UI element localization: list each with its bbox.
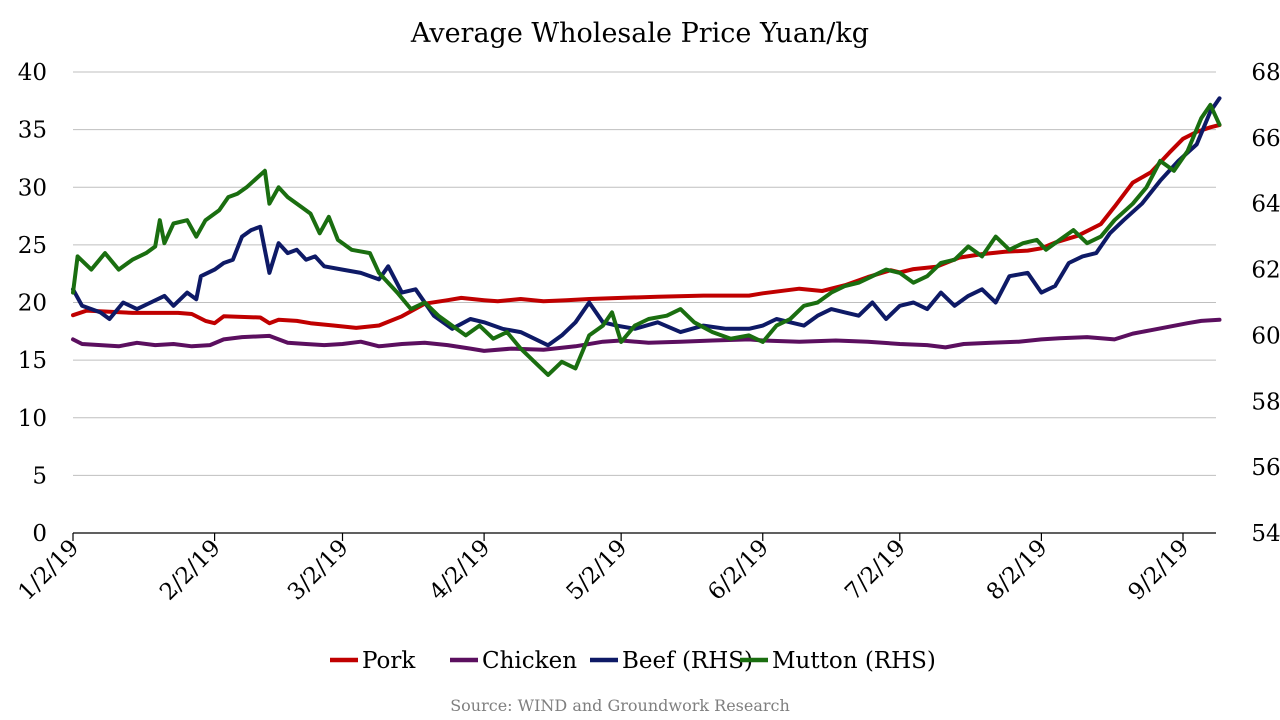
legend-label: Pork bbox=[362, 648, 416, 674]
legend-label: Chicken bbox=[482, 648, 577, 674]
x-tick-label: 2/2/19 bbox=[155, 535, 226, 606]
y-left-tick-label: 20 bbox=[18, 291, 47, 317]
x-tick-label: 6/2/19 bbox=[703, 535, 774, 606]
y-right-tick-label: 58 bbox=[1251, 389, 1280, 415]
series-line-beef-rhs bbox=[71, 96, 1222, 348]
chart-title: Average Wholesale Price Yuan/kg bbox=[410, 18, 869, 49]
y-left-tick-label: 5 bbox=[32, 463, 47, 489]
x-tick-label: 4/2/19 bbox=[425, 535, 496, 606]
x-tick-label: 5/2/19 bbox=[562, 535, 633, 606]
legend-label: Mutton (RHS) bbox=[772, 648, 936, 674]
y-left-tick-label: 10 bbox=[18, 406, 47, 432]
y-left-tick-label: 25 bbox=[18, 233, 47, 259]
x-tick-label: 3/2/19 bbox=[283, 535, 354, 606]
axes: 0 5 10 15 20 25 30 35 40 54 56 58 60 62 64 66 68 1/2/19 2/… bbox=[14, 60, 1280, 606]
y-right-tick-label: 60 bbox=[1251, 323, 1280, 349]
series-line-mutton-rhs bbox=[71, 102, 1222, 377]
series-line-pork bbox=[71, 123, 1222, 330]
source-note: Source: WIND and Groundwork Research bbox=[450, 696, 790, 715]
y-right-tick-label: 56 bbox=[1251, 455, 1280, 481]
y-right-tick-label: 62 bbox=[1251, 258, 1280, 284]
y-left-tick-label: 40 bbox=[18, 60, 47, 86]
x-tick-label: 1/2/19 bbox=[14, 535, 85, 606]
y-left-tick-label: 0 bbox=[32, 521, 47, 547]
x-tick-label: 7/2/19 bbox=[840, 535, 911, 606]
y-right-tick-label: 54 bbox=[1251, 521, 1280, 547]
y-right-tick-label: 66 bbox=[1251, 126, 1280, 152]
legend-label: Beef (RHS) bbox=[622, 648, 753, 674]
series-line-chicken bbox=[71, 317, 1222, 353]
y-left-tick-label: 35 bbox=[18, 118, 47, 144]
gridlines bbox=[73, 71, 1216, 476]
x-tick-label: 9/2/19 bbox=[1124, 535, 1195, 606]
y-right-tick-label: 64 bbox=[1251, 192, 1280, 218]
y-left-tick-label: 15 bbox=[18, 348, 47, 374]
y-right-tick-label: 68 bbox=[1251, 60, 1280, 86]
y-left-tick-label: 30 bbox=[18, 175, 47, 201]
series-lines bbox=[71, 96, 1222, 377]
legend: Pork Chicken Beef (RHS) Mutton (RHS) bbox=[330, 648, 936, 674]
x-tick-label: 8/2/19 bbox=[982, 535, 1053, 606]
